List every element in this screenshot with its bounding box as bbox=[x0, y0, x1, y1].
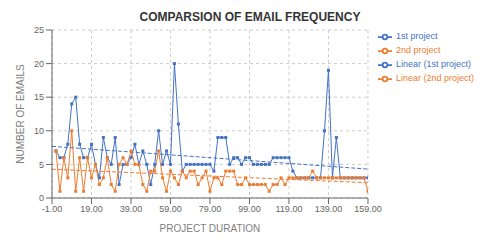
svg-text:25: 25 bbox=[34, 26, 44, 35]
svg-text:15: 15 bbox=[34, 92, 44, 102]
svg-text:59.00: 59.00 bbox=[159, 204, 182, 214]
svg-text:NUMBER OF EMAILS: NUMBER OF EMAILS bbox=[15, 64, 26, 164]
svg-text:19.00: 19.00 bbox=[80, 204, 103, 214]
svg-text:99.00: 99.00 bbox=[238, 204, 261, 214]
svg-text:10: 10 bbox=[34, 126, 44, 136]
svg-text:159.00: 159.00 bbox=[354, 204, 382, 214]
svg-text:0: 0 bbox=[39, 193, 44, 203]
svg-text:PROJECT DURATION: PROJECT DURATION bbox=[160, 223, 261, 234]
svg-text:139.00: 139.00 bbox=[315, 204, 343, 214]
svg-text:39.00: 39.00 bbox=[120, 204, 143, 214]
svg-text:20: 20 bbox=[34, 59, 44, 69]
svg-text:-1.00: -1.00 bbox=[42, 204, 63, 214]
html-text:2nd project: 2nd project bbox=[396, 45, 441, 56]
html-text:Linear (1st project): Linear (1st project) bbox=[396, 59, 471, 70]
html-text:1st project: 1st project bbox=[396, 31, 438, 42]
svg-text:79.00: 79.00 bbox=[199, 204, 222, 214]
svg-text:119.00: 119.00 bbox=[276, 204, 303, 214]
html-text:COMPARSION OF EMAIL FREQUENCY: COMPARSION OF EMAIL FREQUENCY bbox=[139, 10, 361, 24]
html-text:Linear (2nd project): Linear (2nd project) bbox=[396, 73, 474, 84]
svg-text:5: 5 bbox=[39, 160, 44, 170]
